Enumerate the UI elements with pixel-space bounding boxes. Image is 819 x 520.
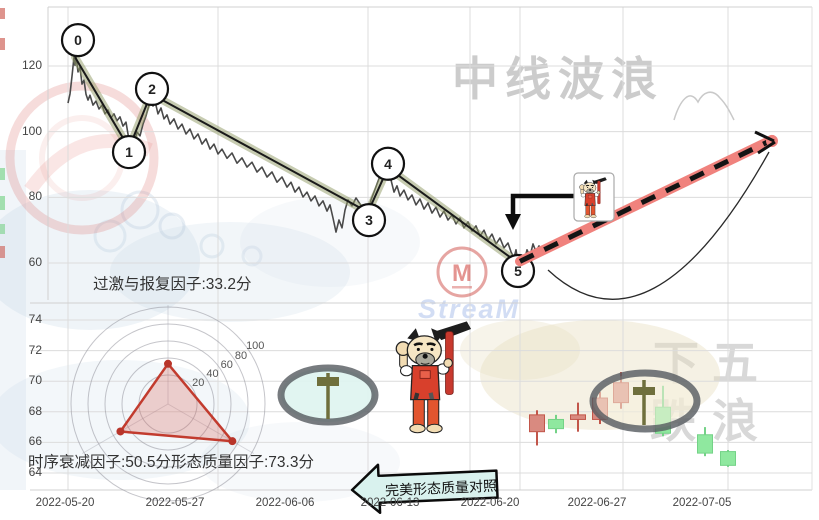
wave-marker-circle [134,71,170,107]
hammer-ellipse-left [277,364,379,426]
hammer-candle-icon [317,373,339,419]
ghost-pattern-curve [673,91,735,121]
radar-spoke [82,403,169,454]
wave-marker-number: 0 [74,32,82,48]
radar-vertex-dot [228,437,237,446]
radar-ring [70,306,266,502]
radar-ring [87,323,249,485]
factor-decay-label: 时序衰减因子:50.5分 [28,454,171,471]
candle-body [548,418,564,430]
candle-body [697,434,713,454]
projection-layer [515,134,777,267]
m-seal-watermark: M [436,246,488,298]
radar-chart [70,305,266,502]
radar-ring [121,357,215,451]
candle-body [529,414,545,433]
left-edge-candle-marks [0,8,5,258]
wave-marker-circle [370,146,406,181]
wave-marker-circle [111,134,147,170]
hammer-candle-icon [633,380,655,425]
dog-mascot [394,320,473,435]
hammer-ellipse-right [589,369,701,433]
projection-arc [547,151,770,300]
wave-marker-number: 5 [514,263,522,279]
wave-marker-number: 4 [384,156,392,172]
projection-dashed-line [518,137,774,264]
wave-marker-circle [351,202,387,238]
wave-core-line [74,56,519,264]
mini-dog-card [573,172,615,222]
callout-arrow[interactable] [350,460,499,515]
brand-watermark-text: StreaM [418,294,521,324]
wave-marker-number: 3 [365,212,373,228]
wave-marker-circle [60,23,96,58]
candle-body [570,414,586,420]
radar-ring [104,340,232,468]
candle-body [720,451,736,466]
radar-vertex-dot [116,427,125,436]
radar-polygon [119,362,234,443]
factor-overshoot-label: 过激与报复因子:33.2分 [93,276,252,293]
right-watermark-char: 浪 [712,395,758,447]
drop-arrow [505,193,578,230]
right-watermark-char: 五 [712,337,758,389]
m-seal-letter: M [452,260,472,287]
radar-vertex-dot [164,359,172,368]
radar-spoke [167,403,254,454]
projection-arrowhead [754,130,778,155]
wave-marker-number: 2 [148,81,156,97]
wave-marker-number: 1 [125,144,133,160]
factor-quality-label: 形态质量因子:73.3分 [171,454,314,471]
